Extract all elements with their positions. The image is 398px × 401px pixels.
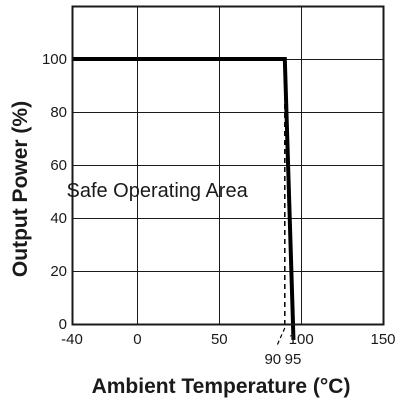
x-axis-title: Ambient Temperature (°C) — [92, 375, 351, 398]
series-layer — [72, 57, 296, 340]
callout-90-leader — [276, 327, 286, 347]
y-tick-label: 20 — [50, 263, 67, 280]
y-tick-label: 80 — [50, 104, 67, 121]
y-tick-label: 100 — [42, 51, 67, 68]
callout-95-label: 95 — [285, 351, 302, 368]
x-tick-label: 50 — [211, 331, 228, 348]
callout-90-label: 90 — [264, 351, 281, 368]
y-axis-title: Output Power (%) — [9, 101, 32, 277]
plot-frame — [71, 5, 385, 326]
safe-operating-area-label: Safe Operating Area — [66, 180, 248, 202]
x-tick-label: -40 — [61, 331, 83, 348]
x-tick-label: 100 — [289, 331, 314, 348]
grid — [72, 6, 383, 324]
x-tick-label: 150 — [370, 331, 395, 348]
y-tick-label: 40 — [50, 210, 67, 227]
plot-border — [71, 5, 385, 326]
y-tick-label: 0 — [59, 316, 67, 333]
x-tick-label: 0 — [133, 331, 141, 348]
annotations: Safe Operating Area 90 95 — [66, 180, 301, 368]
y-tick-label: 60 — [50, 157, 67, 174]
